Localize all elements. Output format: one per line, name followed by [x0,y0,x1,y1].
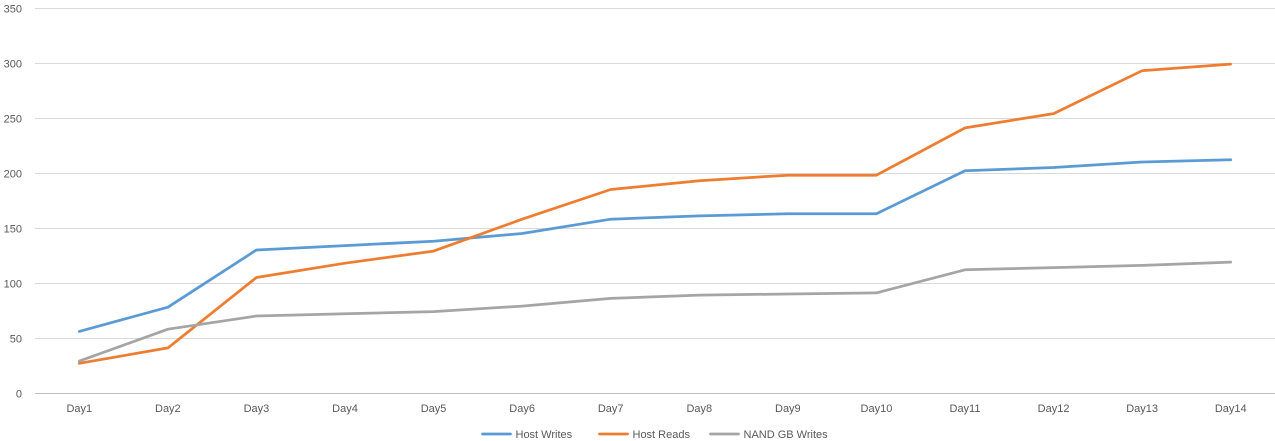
x-tick-label: Day11 [950,403,981,415]
x-tick-label: Day6 [509,403,535,415]
series-lines [77,62,1233,365]
x-tick-label: Day4 [332,403,358,415]
x-tick-label: Day1 [66,403,92,415]
y-tick-label: 100 [4,279,22,291]
x-tick-label: Day7 [598,403,624,415]
y-tick-label: 0 [16,389,22,401]
y-tick-label: 250 [4,114,22,126]
x-tick-label: Day12 [1038,403,1070,415]
gridlines [35,8,1275,394]
legend-label: Host Reads [633,429,691,441]
legend-label: Host Writes [516,429,573,441]
y-tick-label: 350 [4,4,22,16]
x-axis-tick-labels: Day1 Day2 Day3 Day4 Day5 Day6 Day7 Day8 Day9 Day1… [66,403,1246,415]
x-tick-label: Day9 [775,403,801,415]
legend-item-host-reads: Host Reads [598,429,691,441]
y-tick-label: 50 [10,334,22,346]
x-tick-label: Day3 [244,403,270,415]
series-line-host-writes [77,158,1233,333]
x-tick-label: Day5 [421,403,447,415]
x-tick-label: Day2 [155,403,181,415]
legend-item-host-writes: Host Writes [481,429,573,441]
legend-label: NAND GB Writes [744,429,829,441]
legend-item-nand-gb-writes: NAND GB Writes [709,429,829,441]
x-tick-label: Day13 [1126,403,1158,415]
y-tick-label: 300 [4,59,22,71]
y-tick-label: 150 [4,224,22,236]
x-tick-label: Day10 [861,403,893,415]
x-tick-label: Day14 [1215,403,1247,415]
y-tick-label: 200 [4,169,22,181]
y-axis-tick-labels: 0 50 100 150 200 250 300 350 [4,4,22,401]
x-tick-label: Day8 [686,403,712,415]
series-line-nand-gb-writes [77,260,1233,363]
series-line-host-reads [77,62,1233,365]
legend: Host Writes Host Reads NAND GB Writes [481,429,829,441]
